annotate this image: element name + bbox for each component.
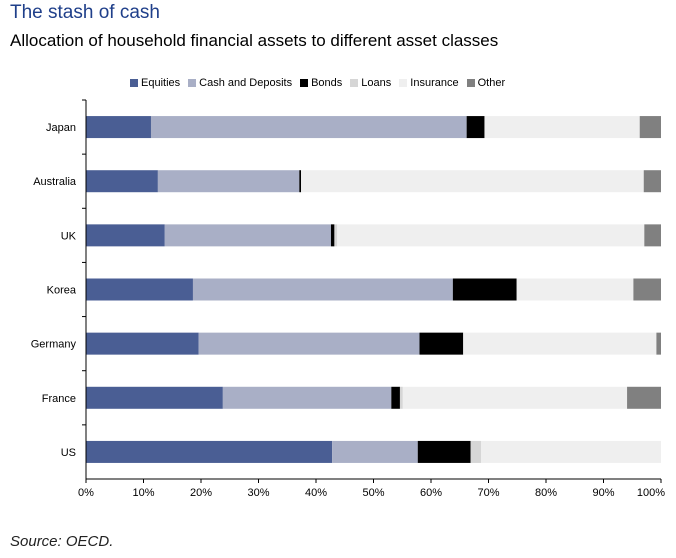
bar-segment xyxy=(484,116,640,139)
category-label: UK xyxy=(61,230,77,242)
x-tick-label: 80% xyxy=(535,487,557,499)
bar-segment xyxy=(466,116,485,139)
bar-segment xyxy=(86,332,199,355)
category-label: France xyxy=(42,393,76,405)
bar-segment xyxy=(330,224,335,247)
bar-segment xyxy=(644,224,661,247)
bar-segment xyxy=(332,440,418,463)
bar-segment xyxy=(299,170,302,193)
bar-segment xyxy=(192,278,453,301)
bar-segment xyxy=(481,440,661,463)
bar-segment xyxy=(470,440,482,463)
bar-segment xyxy=(402,386,628,409)
bar-segment xyxy=(301,170,644,193)
x-tick-label: 20% xyxy=(190,487,212,499)
bar-segment xyxy=(222,386,392,409)
bar-segment xyxy=(417,440,471,463)
category-label: Australia xyxy=(33,176,77,188)
bar-segment xyxy=(399,386,403,409)
bar-segment xyxy=(391,386,400,409)
bar-segment xyxy=(164,224,331,247)
legend-swatch xyxy=(300,79,309,87)
bar-segment xyxy=(633,278,661,301)
legend-swatch xyxy=(399,79,408,87)
bar-segment xyxy=(86,224,165,247)
x-tick-label: 50% xyxy=(362,487,384,499)
legend-item-1: Cash and Deposits xyxy=(188,77,292,89)
bar-segment xyxy=(627,386,661,409)
legend-swatch xyxy=(466,79,475,87)
x-tick-label: 70% xyxy=(477,487,499,499)
x-tick-label: 60% xyxy=(420,487,442,499)
x-tick-label: 100% xyxy=(637,487,665,499)
category-label: Germany xyxy=(31,339,77,351)
legend-label: Loans xyxy=(361,77,392,89)
bar-segment xyxy=(86,170,158,193)
legend-item-5: Other xyxy=(466,77,506,89)
x-tick-label: 30% xyxy=(247,487,269,499)
stacked-bar-chart: Japan Australia UK Korea Germany France US 0% 10… xyxy=(31,99,665,499)
bar-segment xyxy=(150,116,467,139)
legend-label: Insurance xyxy=(410,77,459,89)
legend-swatch xyxy=(130,79,138,87)
category-label: US xyxy=(61,447,76,459)
source-note: Source: OECD. xyxy=(10,533,114,550)
bar-segment xyxy=(86,278,193,301)
chart-subtitle: Allocation of household financial assets… xyxy=(10,31,499,50)
legend-item-2: Bonds xyxy=(300,77,342,89)
bar-segment xyxy=(86,116,151,139)
x-tick-label: 10% xyxy=(132,487,154,499)
x-tick-label: 40% xyxy=(305,487,327,499)
legend-item-3: Loans xyxy=(350,77,391,89)
category-label: Japan xyxy=(46,122,76,134)
x-tick-label: 0% xyxy=(78,487,94,499)
category-label: Korea xyxy=(47,285,77,297)
bar-segment xyxy=(639,116,661,139)
legend-item-4: Insurance xyxy=(399,77,459,89)
bar-segment xyxy=(86,440,333,463)
legend-item-0: Equities xyxy=(130,77,180,89)
legend-label: Equities xyxy=(141,77,181,89)
chart-title: The stash of cash xyxy=(10,2,160,23)
legend-label: Other xyxy=(477,77,506,89)
bar-segment xyxy=(643,170,661,193)
bar-segment xyxy=(463,332,657,355)
bar-segment xyxy=(334,224,338,247)
bar-segment xyxy=(337,224,645,247)
bar-segment xyxy=(198,332,420,355)
bar-segment xyxy=(452,278,517,301)
legend-swatch xyxy=(188,79,197,87)
bar-segment xyxy=(656,332,661,355)
legend-swatch xyxy=(350,79,359,87)
legend-label: Cash and Deposits xyxy=(199,77,293,89)
bar-segment xyxy=(86,386,223,409)
bar-segment xyxy=(516,278,634,301)
bar-segment xyxy=(419,332,464,355)
x-tick-label: 90% xyxy=(592,487,614,499)
bar-segment xyxy=(157,170,300,193)
legend-label: Bonds xyxy=(311,77,343,89)
legend: Equities Cash and Deposits Bonds Loans Insur… xyxy=(130,75,513,91)
